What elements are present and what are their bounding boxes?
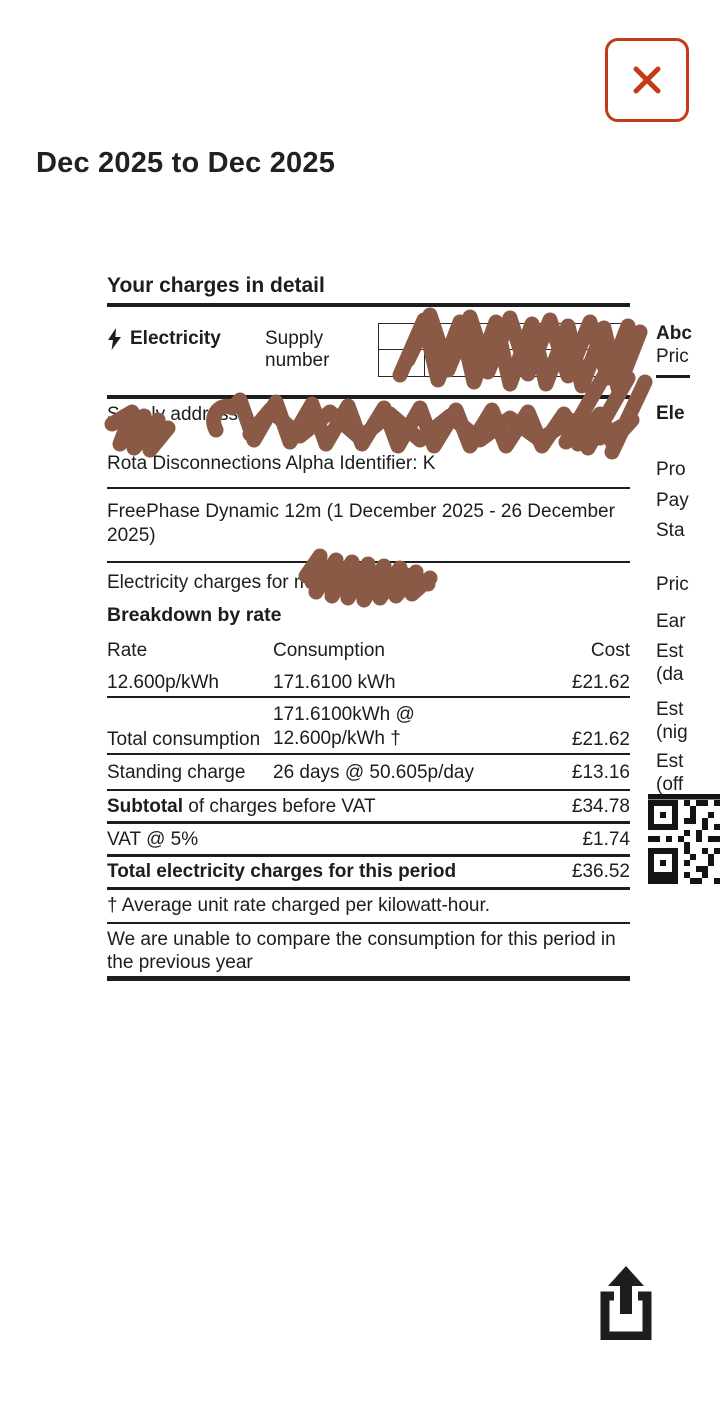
close-icon (633, 66, 661, 94)
divider (107, 854, 630, 857)
side-item: (da (656, 664, 684, 685)
supply-number-cell (562, 350, 629, 376)
side-item: Est (656, 699, 684, 720)
divider (107, 487, 630, 489)
supply-number-cell (379, 324, 425, 350)
cost-cell: £21.62 (571, 672, 630, 693)
supply-number-label: Supply number (265, 328, 330, 371)
subtotal-label-rest: of charges before VAT (183, 796, 376, 817)
total-value: £36.52 (571, 861, 630, 882)
share-icon (600, 1266, 652, 1341)
rate-cell: Standing charge (107, 762, 246, 783)
table-row: Total consumption 171.6100kWh @ 12.600p/… (107, 703, 630, 753)
consumption-cell: 171.6100 kWh (273, 672, 396, 693)
section-title: Your charges in detail (107, 274, 325, 297)
fuel-label-group: Electricity (107, 328, 221, 350)
side-item: (off (656, 774, 684, 795)
cost-cell: £13.16 (571, 762, 630, 783)
supply-number-cell (562, 324, 629, 350)
divider (107, 922, 630, 924)
divider (107, 753, 630, 755)
lightning-bolt-icon (108, 328, 121, 350)
share-button[interactable] (594, 1264, 658, 1341)
divider (107, 821, 630, 824)
divider (107, 696, 630, 698)
side-item: Ear (656, 611, 686, 632)
side-item: (nig (656, 722, 688, 743)
fuel-row: Electricity Supply number (107, 323, 630, 382)
breakdown-title: Breakdown by rate (107, 604, 282, 626)
rate-cell: 12.600p/kWh (107, 672, 219, 693)
supply-number-cell (425, 324, 562, 350)
side-item: Est (656, 751, 684, 772)
side-item: Sta (656, 520, 685, 541)
side-item: Pay (656, 490, 689, 511)
subtotal-value: £34.78 (571, 796, 630, 817)
side-item: Pric (656, 574, 689, 595)
consumption-cell: 171.6100kWh @ 12.600p/kWh † (273, 704, 415, 749)
side-item: Pro (656, 459, 686, 480)
divider (107, 303, 630, 307)
vat-label: VAT @ 5% (107, 829, 199, 850)
consumption-cell: 26 days @ 50.605p/day (273, 762, 474, 783)
divider (656, 375, 690, 378)
side-item: Pric (656, 346, 689, 367)
supply-address-label: Supply address: (107, 404, 244, 425)
supply-number-cell (379, 350, 425, 376)
vat-value: £1.74 (582, 829, 630, 850)
subtotal-label-bold: Subtotal (107, 796, 183, 817)
fuel-label: Electricity (130, 328, 221, 349)
column-header-consumption: Consumption (273, 640, 385, 661)
page-title: Dec 2025 to Dec 2025 (36, 147, 336, 179)
supply-number-cell (425, 350, 562, 376)
tariff-line: FreePhase Dynamic 12m (1 December 2025 -… (107, 501, 615, 546)
footnote: † Average unit rate charged per kilowatt… (107, 895, 491, 916)
divider (107, 789, 630, 791)
column-header-rate: Rate (107, 640, 148, 661)
divider (107, 561, 630, 563)
meter-line: Electricity charges for meter (107, 572, 343, 593)
side-item: Est (656, 641, 684, 662)
side-item: Ele (656, 403, 685, 424)
comparison-note: We are unable to compare the consumption… (107, 929, 616, 973)
column-header-cost: Cost (590, 640, 630, 661)
subtotal-label: Subtotal of charges before VAT (107, 795, 376, 818)
divider (107, 976, 630, 981)
qr-code (648, 794, 720, 884)
close-button[interactable] (605, 38, 689, 122)
rate-cell: Total consumption (107, 729, 261, 750)
supply-number-box (378, 323, 630, 377)
side-item: Abc (656, 323, 692, 344)
total-label: Total electricity charges for this perio… (107, 861, 457, 882)
divider (107, 395, 630, 399)
rota-disconnection-line: Rota Disconnections Alpha Identifier: K (107, 453, 436, 474)
divider (107, 887, 630, 890)
cost-cell: £21.62 (571, 729, 630, 750)
